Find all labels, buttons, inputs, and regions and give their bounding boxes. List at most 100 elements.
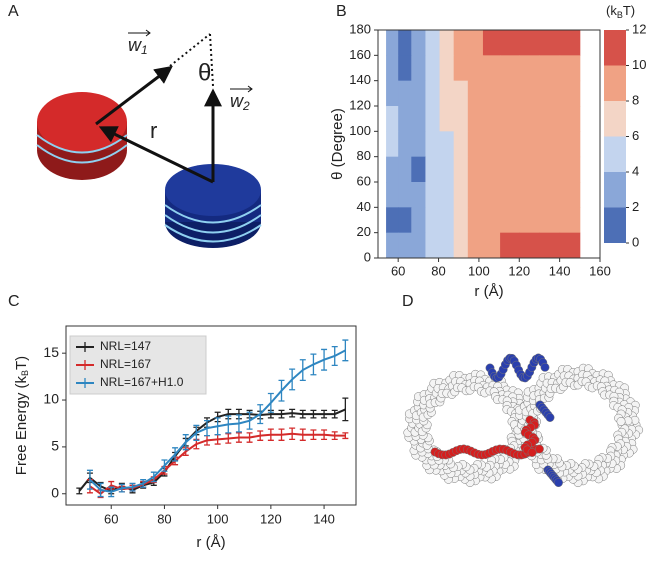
error-bar bbox=[310, 429, 317, 441]
error-bar bbox=[321, 409, 328, 419]
contour-cell bbox=[559, 156, 581, 183]
contour-cell bbox=[398, 106, 412, 132]
bead bbox=[527, 448, 537, 457]
contour-cell bbox=[482, 207, 501, 234]
contour-cell bbox=[398, 55, 412, 82]
error-bar bbox=[246, 432, 253, 443]
contour-cell bbox=[467, 131, 484, 158]
error-bar bbox=[214, 417, 221, 436]
x-tick-label: 80 bbox=[157, 511, 171, 526]
contour-cell bbox=[482, 30, 501, 56]
contour-cell bbox=[539, 106, 561, 132]
panel-label: C bbox=[8, 293, 20, 310]
contour-cell bbox=[425, 80, 441, 107]
y-axis-label-part: Free Energy (k bbox=[13, 375, 30, 475]
contour-cell bbox=[500, 55, 520, 82]
contour-cell bbox=[500, 232, 520, 259]
error-bar bbox=[331, 431, 338, 441]
contour-cell bbox=[467, 30, 484, 56]
error-bar bbox=[204, 420, 211, 437]
colorbar-band bbox=[604, 30, 626, 66]
colorbar-label: (kBT) bbox=[606, 3, 635, 20]
colorbar-tick-label: 0 bbox=[632, 234, 639, 249]
y-axis-label-part: T) bbox=[13, 356, 30, 370]
contour-cell bbox=[425, 30, 441, 56]
contour-cell bbox=[482, 55, 501, 82]
x-tick-label: 60 bbox=[391, 263, 405, 278]
x-tick-label: 60 bbox=[104, 511, 118, 526]
contour-cell bbox=[411, 232, 426, 259]
bead bbox=[534, 444, 544, 454]
x-axis-label: r (Å) bbox=[474, 283, 503, 300]
contour-cell bbox=[559, 207, 581, 234]
y-tick-label: 100 bbox=[349, 123, 371, 138]
contour-cell bbox=[425, 232, 441, 259]
contour-cell bbox=[398, 156, 412, 183]
contour-cell bbox=[439, 232, 455, 259]
contour-cell bbox=[482, 131, 501, 158]
contour-cell bbox=[482, 106, 501, 132]
contour-cell bbox=[386, 30, 399, 56]
y-tick-label: 15 bbox=[43, 344, 59, 360]
error-bar bbox=[86, 469, 93, 490]
contour-cell bbox=[539, 80, 561, 107]
colorbar-label-part: (k bbox=[606, 3, 617, 18]
contour-cell bbox=[519, 131, 540, 158]
error-bar bbox=[172, 447, 179, 462]
error-bar bbox=[76, 487, 83, 495]
contour-cell bbox=[439, 80, 455, 107]
error-bar bbox=[267, 392, 274, 413]
error-bar bbox=[225, 433, 232, 444]
contour-cell bbox=[386, 80, 399, 107]
blue-disc bbox=[164, 164, 262, 248]
vector-label: w2 bbox=[230, 91, 250, 113]
contour-cell bbox=[519, 207, 540, 234]
contour-cell bbox=[500, 182, 520, 208]
colorbar-band bbox=[604, 136, 626, 172]
y-axis-label: Free Energy (kBT) bbox=[13, 356, 30, 475]
contour-cell bbox=[539, 182, 561, 208]
contour-cell bbox=[411, 80, 426, 107]
contour-cell bbox=[398, 232, 412, 259]
contour-cell bbox=[539, 232, 561, 259]
x-tick-label: 160 bbox=[589, 263, 611, 278]
error-bar bbox=[278, 379, 285, 402]
error-bar bbox=[321, 429, 328, 441]
contour-cell bbox=[453, 156, 469, 183]
contour-cell bbox=[467, 80, 484, 107]
error-bar bbox=[235, 432, 242, 443]
contour-cell bbox=[453, 30, 469, 56]
contour-cell bbox=[519, 55, 540, 82]
contour-cell bbox=[559, 182, 581, 208]
contour-cell bbox=[559, 30, 581, 56]
contour-cell bbox=[519, 182, 540, 208]
legend-label: NRL=167 bbox=[100, 357, 151, 371]
contour-cell bbox=[411, 55, 426, 82]
contour-cell bbox=[467, 207, 484, 234]
contour-cell bbox=[482, 156, 501, 183]
contour-cell bbox=[467, 182, 484, 208]
colorbar-label-part: T) bbox=[623, 3, 635, 18]
contour-cell bbox=[467, 106, 484, 132]
contour-cell bbox=[453, 106, 469, 132]
contour-cell bbox=[398, 131, 412, 158]
contour-cell bbox=[386, 182, 399, 208]
bead bbox=[540, 362, 550, 372]
error-bar bbox=[129, 482, 136, 492]
error-bar bbox=[257, 430, 264, 441]
error-bar bbox=[246, 411, 253, 430]
contour-cell bbox=[439, 55, 455, 82]
contour-cell bbox=[519, 106, 540, 132]
contour-cell bbox=[519, 156, 540, 183]
error-bar bbox=[278, 409, 285, 419]
contour-cell bbox=[398, 182, 412, 208]
contour-cell bbox=[386, 156, 399, 183]
colorbar-band bbox=[604, 65, 626, 101]
contour-cell bbox=[519, 30, 540, 56]
contour-cell bbox=[500, 156, 520, 183]
error-bar bbox=[150, 471, 157, 483]
error-bar bbox=[342, 397, 349, 422]
contour-cell bbox=[425, 156, 441, 183]
contour-cell bbox=[386, 55, 399, 82]
